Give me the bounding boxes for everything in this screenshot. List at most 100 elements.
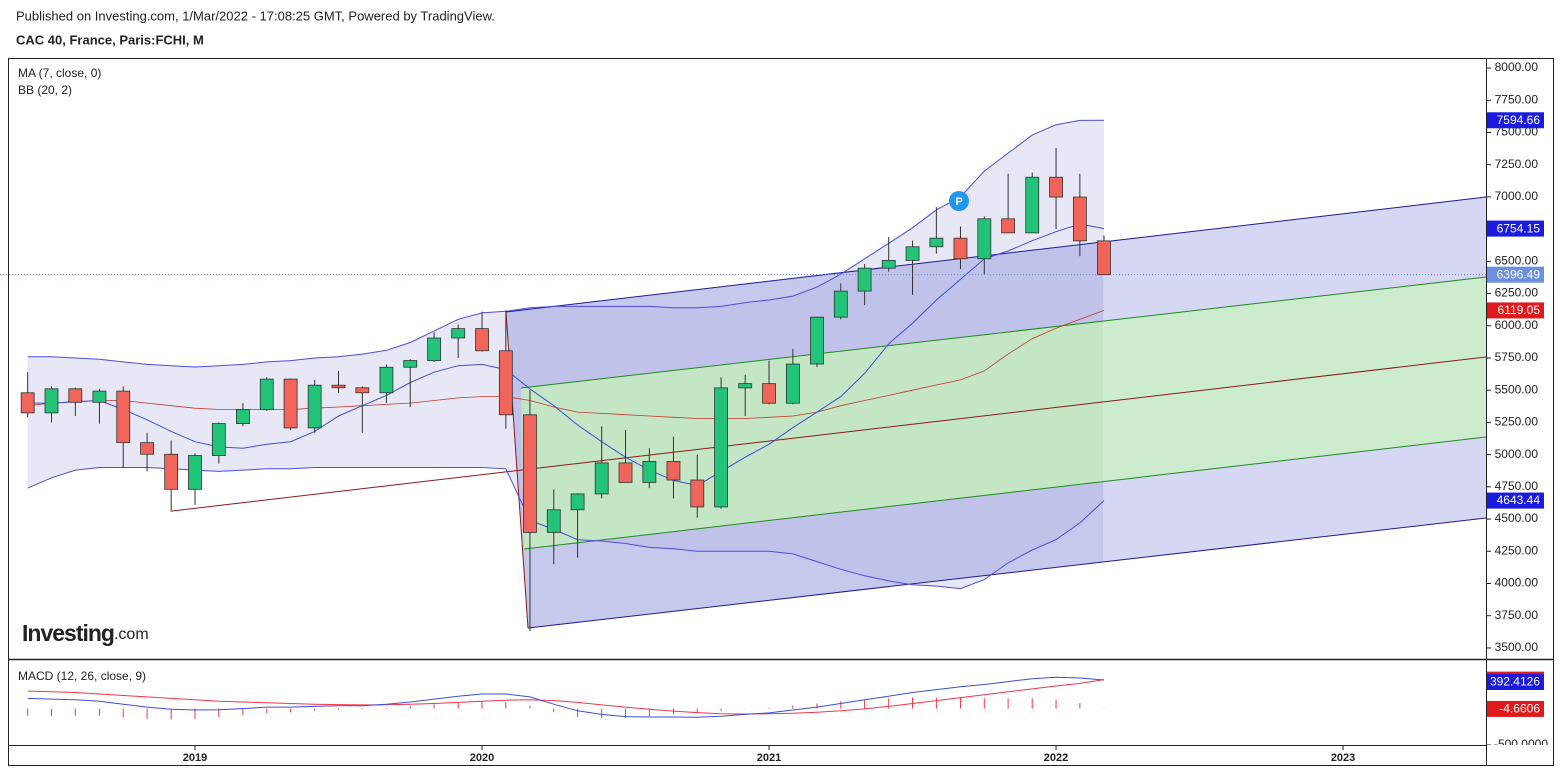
pitchfork-line [527,517,1486,629]
candle-body [116,390,131,444]
pitchfork [171,196,1486,629]
x-tick-label: 2019 [183,752,207,764]
pitchfork-inner-zone [521,321,1103,549]
macd-line [27,676,1105,718]
candle-body [92,390,107,403]
price-tag-label: -4.6606 [1499,702,1540,716]
bb-upper [27,119,1105,368]
candle-body [738,383,753,389]
x-tick-label: 2023 [1331,752,1355,764]
y-tick-label: 3750.00 [1495,608,1539,622]
candle-body [1072,196,1087,242]
ma-legend: MA (7, close, 0) [18,66,101,80]
candle-body [331,384,346,389]
price-tag-label: 6396.49 [1497,267,1541,281]
candle-body [164,453,179,490]
candle-body [355,387,370,394]
price-pane [0,119,1486,632]
logo-suffix: .com [114,626,149,643]
candle-body [929,237,944,248]
candle-body [427,337,441,361]
candle-body [283,378,298,429]
pitchfork-line [520,276,1486,389]
macd-legend: MACD (12, 26, close, 9) [18,669,146,683]
y-tick-label: 5000.00 [1495,447,1539,461]
logo: Investing.com [22,620,149,646]
y-tick-label: 3500.00 [1495,640,1539,654]
price-tag [1487,492,1544,509]
y-tick-label: 5500.00 [1495,382,1539,396]
candle-body [977,218,992,260]
symbol-line: CAC 40, France, Paris:FCHI, M [16,32,204,47]
price-tag-label: 4643.44 [1497,493,1541,507]
published-line: Published on Investing.com, 1/Mar/2022 -… [16,8,495,23]
bb-middle [27,310,1105,419]
candle-body [857,267,872,292]
candle-body [546,509,561,533]
candle-body [714,387,729,508]
pitchfork-line [523,436,1486,550]
signal-line [27,679,1105,715]
y-tick-label: 7250.00 [1495,157,1539,171]
price-tag [1487,220,1544,237]
candle-body [881,260,896,269]
macd-pane: -500.0000 [27,676,1548,751]
candle-body [594,462,609,495]
candle-body [905,246,920,261]
price-tag-label: 6119.05 [1498,303,1541,317]
y-tick-label: 6000.00 [1495,318,1539,332]
candle-body [523,414,537,533]
price-tag [1487,112,1544,129]
frame [8,58,1554,766]
price-tag-label: 7594.66 [1497,113,1541,127]
price-tag [1487,266,1544,283]
price-tag-label: 392.4126 [1490,675,1540,689]
y-tick-label: 5750.00 [1495,350,1539,364]
candle-body [403,360,418,368]
candle-body [618,462,633,483]
candle-body [498,350,513,416]
pitchfork-median [171,356,1486,512]
y-tick-label: 4750.00 [1495,479,1539,493]
candle-body [570,493,585,511]
candle-body [1025,176,1040,234]
candle-body [1049,176,1063,198]
candles [20,147,1111,632]
candle-body [833,290,848,318]
x-tick-label: 2020 [470,752,494,764]
x-tick-label: 2021 [757,752,781,764]
marker[interactable] [949,191,969,211]
candle-body [236,408,250,424]
candle-body [451,328,466,339]
y-tick-label: 8000.00 [1495,60,1539,74]
ma-line [27,223,1105,487]
axes: 3500.00 3750.00 4000.00 4250.00 4500.00 4750.… [183,60,1544,764]
candle-body [20,392,35,414]
y-tick-label: 4500.00 [1495,511,1539,525]
candle-body [1001,218,1016,234]
candle-body [666,461,681,481]
x-tick-label: 2022 [1044,752,1068,764]
bb-legend: BB (20, 2) [18,83,72,97]
y-tick-label: 7000.00 [1495,189,1539,203]
candle-body [259,378,274,410]
y-tick-label: -500.0000 [1494,737,1548,751]
price-tag [1487,302,1544,319]
y-tick-label: 4000.00 [1495,576,1539,590]
candle-body [188,455,202,490]
y-tick-label: 4250.00 [1495,543,1539,557]
candle-body [762,383,776,404]
candle-body [68,388,83,403]
candle-body [785,363,800,404]
candle-body [379,366,394,394]
candle-body [307,384,322,429]
marker-label[interactable]: P [955,196,962,208]
candle-body [953,237,968,260]
bb-lower [27,467,1105,590]
candle-body [1097,240,1111,276]
y-tick-label: 7750.00 [1495,92,1539,106]
indicator-lines [0,119,1486,590]
y-tick-label: 6250.00 [1495,286,1539,300]
candle-body [140,442,154,455]
